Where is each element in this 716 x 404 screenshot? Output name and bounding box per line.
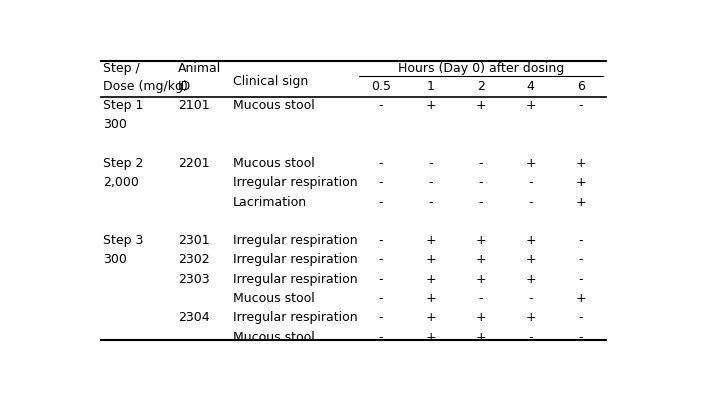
Text: +: +	[526, 99, 536, 112]
Text: -: -	[579, 273, 583, 286]
Text: +: +	[475, 273, 486, 286]
Text: -: -	[379, 292, 383, 305]
Text: Hours (Day 0) after dosing: Hours (Day 0) after dosing	[397, 63, 563, 76]
Text: -: -	[579, 234, 583, 247]
Text: Mucous stool: Mucous stool	[233, 157, 315, 170]
Text: -: -	[478, 176, 483, 189]
Text: Irregular respiration: Irregular respiration	[233, 176, 358, 189]
Text: -: -	[379, 99, 383, 112]
Text: +: +	[475, 311, 486, 324]
Text: Dose (mg/kg): Dose (mg/kg)	[103, 80, 188, 93]
Text: 2303: 2303	[178, 273, 209, 286]
Text: +: +	[575, 196, 586, 208]
Text: 1: 1	[427, 80, 435, 93]
Text: -: -	[379, 311, 383, 324]
Text: +: +	[526, 234, 536, 247]
Text: Lacrimation: Lacrimation	[233, 196, 307, 208]
Text: +: +	[526, 157, 536, 170]
Text: Mucous stool: Mucous stool	[233, 292, 315, 305]
Text: 300: 300	[103, 253, 127, 267]
Text: 2304: 2304	[178, 311, 209, 324]
Text: +: +	[575, 157, 586, 170]
Text: -: -	[528, 176, 533, 189]
Text: Irregular respiration: Irregular respiration	[233, 253, 358, 267]
Text: 2,000: 2,000	[103, 176, 139, 189]
Text: -: -	[379, 196, 383, 208]
Text: +: +	[425, 234, 436, 247]
Text: 2302: 2302	[178, 253, 209, 267]
Text: -: -	[379, 234, 383, 247]
Text: +: +	[475, 253, 486, 267]
Text: 2101: 2101	[178, 99, 209, 112]
Text: Step 3: Step 3	[103, 234, 143, 247]
Text: Step 2: Step 2	[103, 157, 143, 170]
Text: Mucous stool: Mucous stool	[233, 99, 315, 112]
Text: +: +	[425, 99, 436, 112]
Text: +: +	[526, 311, 536, 324]
Text: +: +	[425, 292, 436, 305]
Text: Irregular respiration: Irregular respiration	[233, 311, 358, 324]
Text: Irregular respiration: Irregular respiration	[233, 273, 358, 286]
Text: 0.5: 0.5	[371, 80, 391, 93]
Text: 2301: 2301	[178, 234, 209, 247]
Text: Animal: Animal	[178, 63, 221, 76]
Text: -: -	[379, 253, 383, 267]
Text: +: +	[575, 292, 586, 305]
Text: -: -	[528, 330, 533, 344]
Text: Mucous stool: Mucous stool	[233, 330, 315, 344]
Text: Clinical sign: Clinical sign	[233, 75, 309, 88]
Text: -: -	[579, 253, 583, 267]
Text: Irregular respiration: Irregular respiration	[233, 234, 358, 247]
Text: -: -	[379, 157, 383, 170]
Text: Step /: Step /	[103, 63, 140, 76]
Text: +: +	[425, 253, 436, 267]
Text: ID: ID	[178, 80, 191, 93]
Text: -: -	[428, 157, 433, 170]
Text: -: -	[478, 157, 483, 170]
Text: -: -	[579, 311, 583, 324]
Text: 2201: 2201	[178, 157, 209, 170]
Text: 4: 4	[527, 80, 535, 93]
Text: -: -	[379, 176, 383, 189]
Text: -: -	[579, 330, 583, 344]
Text: +: +	[526, 253, 536, 267]
Text: -: -	[478, 196, 483, 208]
Text: 300: 300	[103, 118, 127, 131]
Text: +: +	[475, 99, 486, 112]
Text: +: +	[475, 330, 486, 344]
Text: -: -	[579, 99, 583, 112]
Text: 2: 2	[477, 80, 485, 93]
Text: -: -	[379, 330, 383, 344]
Text: -: -	[379, 273, 383, 286]
Text: +: +	[425, 273, 436, 286]
Text: -: -	[478, 292, 483, 305]
Text: -: -	[428, 176, 433, 189]
Text: +: +	[475, 234, 486, 247]
Text: +: +	[526, 273, 536, 286]
Text: Step 1: Step 1	[103, 99, 143, 112]
Text: -: -	[528, 292, 533, 305]
Text: 6: 6	[576, 80, 584, 93]
Text: +: +	[575, 176, 586, 189]
Text: +: +	[425, 330, 436, 344]
Text: -: -	[528, 196, 533, 208]
Text: +: +	[425, 311, 436, 324]
Text: -: -	[428, 196, 433, 208]
